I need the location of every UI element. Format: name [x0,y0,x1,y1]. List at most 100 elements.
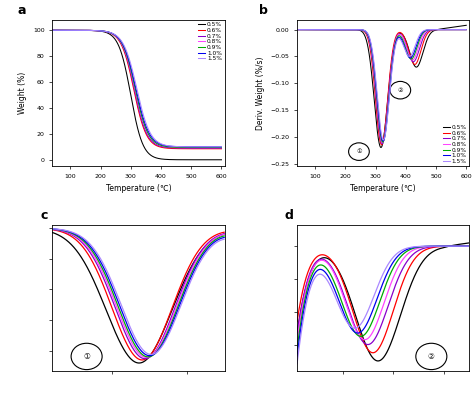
0.6% [127,70,133,75]
0.7% [376,128,382,133]
Y-axis label: Weight (%): Weight (%) [18,72,27,114]
0.6% [182,146,188,151]
0.7% [372,81,378,86]
0.5% [303,27,309,32]
Line: 0.6%: 0.6% [297,30,466,145]
X-axis label: Temperature (℃): Temperature (℃) [350,184,416,194]
Text: ①: ① [83,352,90,361]
0.8% [294,27,300,32]
0.5% [127,89,133,93]
Text: ②: ② [398,88,403,93]
1.5% [376,115,382,119]
1.5% [458,27,464,32]
0.5% [214,157,219,162]
1.0% [294,27,300,32]
0.7% [379,141,385,146]
0.6% [49,28,55,33]
0.8% [182,145,188,150]
0.5% [219,157,224,162]
0.7% [464,27,469,32]
1.5% [464,27,469,32]
0.8% [464,27,469,32]
0.7% [132,87,137,92]
0.9% [458,27,464,32]
0.8% [458,27,464,32]
Text: c: c [40,209,47,222]
1.0% [458,27,464,32]
1.5% [132,76,137,81]
0.8% [127,65,133,69]
0.9% [428,27,433,32]
Text: ②: ② [428,352,435,361]
0.7% [458,27,464,32]
1.0% [372,70,378,75]
Line: 1.0%: 1.0% [297,30,466,141]
1.5% [294,27,300,32]
0.5% [49,28,55,33]
X-axis label: Temperature (℃): Temperature (℃) [106,184,171,194]
0.8% [219,145,224,150]
Text: d: d [285,209,294,222]
0.9% [214,145,219,150]
1.0% [464,27,469,32]
1.5% [214,144,219,149]
0.9% [303,27,309,32]
0.6% [132,91,137,95]
Line: 0.7%: 0.7% [52,30,221,148]
0.8% [380,140,385,145]
1.0% [376,119,382,123]
0.9% [127,63,133,68]
0.5% [458,24,464,28]
0.6% [214,146,219,151]
0.6% [428,28,433,33]
Line: 0.9%: 0.9% [297,30,466,142]
0.9% [182,145,188,150]
1.0% [380,139,386,144]
0.7% [294,27,300,32]
1.5% [214,144,219,149]
0.7% [58,28,64,33]
0.7% [49,28,55,33]
Line: 1.5%: 1.5% [52,30,221,147]
0.6% [58,28,64,33]
0.5% [294,27,300,32]
0.8% [132,84,137,89]
0.5% [458,24,464,28]
1.0% [214,144,219,149]
Line: 0.5%: 0.5% [297,25,466,148]
1.5% [182,144,188,149]
0.7% [214,146,219,150]
0.6% [372,88,378,93]
0.9% [58,28,64,33]
1.5% [372,67,378,72]
0.5% [214,157,219,162]
Line: 0.8%: 0.8% [297,30,466,143]
0.6% [458,27,464,32]
0.6% [458,27,464,32]
0.6% [294,27,300,32]
1.0% [303,27,309,32]
0.5% [182,157,188,162]
1.0% [58,28,64,33]
1.5% [381,138,386,142]
Line: 1.5%: 1.5% [297,30,466,140]
0.8% [303,27,309,32]
0.8% [214,145,219,150]
Text: b: b [259,4,268,17]
1.0% [49,28,55,33]
0.5% [464,23,469,28]
0.7% [214,146,219,150]
0.9% [458,27,464,32]
Line: 0.6%: 0.6% [52,30,221,149]
0.6% [376,134,382,139]
0.8% [49,28,55,33]
Line: 0.7%: 0.7% [297,30,466,144]
0.8% [376,125,382,130]
1.0% [219,144,224,149]
Legend: 0.5%, 0.6%, 0.7%, 0.8%, 0.9%, 1.0%, 1.5%: 0.5%, 0.6%, 0.7%, 0.8%, 0.9%, 1.0%, 1.5% [198,22,223,62]
0.7% [127,67,133,72]
0.6% [303,27,309,32]
1.0% [428,27,433,32]
0.6% [219,146,224,151]
1.5% [458,27,464,32]
